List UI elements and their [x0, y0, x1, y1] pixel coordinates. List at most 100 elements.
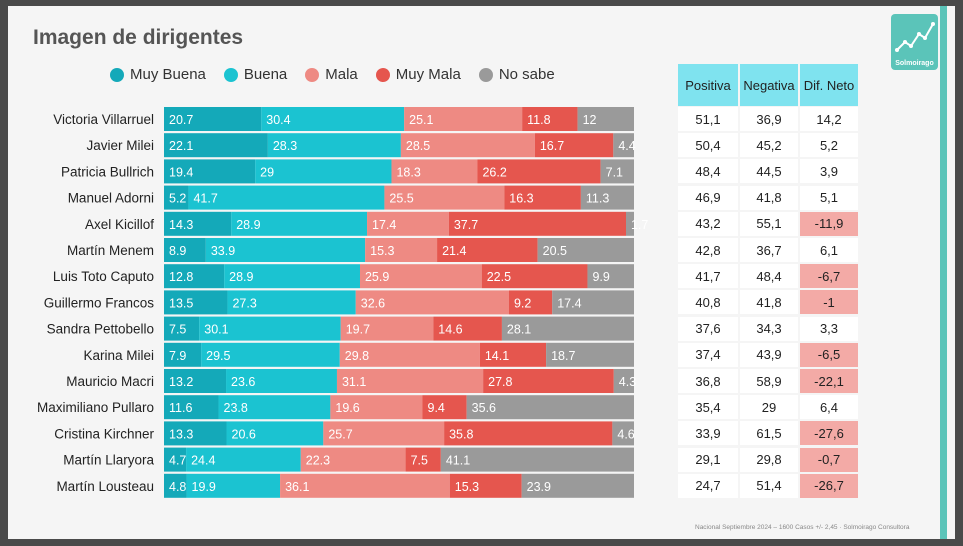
- bar-buena: [267, 133, 401, 158]
- data-label: 28.9: [229, 270, 253, 284]
- bar-no-sabe: [501, 316, 634, 341]
- data-label: 14.6: [438, 323, 462, 337]
- data-label: 18.7: [551, 349, 575, 363]
- bar-muy-mala: [449, 473, 522, 498]
- bar-mala: [355, 290, 509, 315]
- data-label: 12.8: [169, 270, 193, 284]
- data-label: 30.4: [266, 113, 290, 127]
- bar-buena: [226, 369, 337, 393]
- data-label: 28.5: [406, 139, 430, 153]
- category-label: Luis Toto Caputo: [53, 269, 154, 284]
- source-note: Nacional Septiembre 2024 – 1600 Casos +/…: [695, 524, 910, 531]
- bar-no-sabe: [580, 185, 634, 210]
- bar-mala: [323, 421, 445, 446]
- table-cell: 48,4: [678, 159, 738, 184]
- data-label: 37.7: [454, 218, 478, 232]
- bar-muy-buena: [164, 369, 227, 393]
- category-label: Martín Llaryora: [63, 453, 154, 468]
- bar-no-sabe: [552, 290, 634, 315]
- table-cell: 5,1: [800, 185, 858, 210]
- table-cell: 3,9: [800, 159, 858, 184]
- bar-muy-mala: [433, 316, 502, 341]
- bar-muy-buena: [164, 185, 189, 210]
- category-label: Guillermo Francos: [44, 295, 155, 310]
- table-cell: 29,1: [678, 447, 738, 472]
- data-label: 4.7: [169, 454, 186, 468]
- bar-buena: [205, 238, 366, 262]
- data-label: 22.3: [306, 454, 330, 468]
- table-cell: 51,4: [740, 473, 798, 498]
- table-cell: 44,5: [740, 159, 798, 184]
- bar-mala: [300, 447, 406, 472]
- bar-muy-mala: [534, 133, 614, 158]
- data-label: 11.6: [169, 401, 192, 415]
- table-header-negativa: Negativa: [740, 64, 798, 106]
- data-label: 14.3: [169, 218, 193, 232]
- data-label: 41.7: [193, 192, 217, 206]
- table-cell: 43,2: [678, 211, 738, 236]
- logo-text: Solmoirago: [895, 60, 934, 67]
- table-cell: 48,4: [740, 264, 798, 289]
- data-label: 28.3: [273, 139, 297, 153]
- table-cell: 51,1: [678, 107, 738, 131]
- bar-muy-buena: [164, 238, 206, 262]
- table-cell: 29,8: [740, 447, 798, 472]
- bar-buena: [255, 159, 392, 184]
- bar-mala: [384, 185, 505, 210]
- data-label: 5.2: [169, 192, 186, 206]
- table-cell: 45,2: [740, 133, 798, 158]
- data-label: 13.2: [169, 375, 193, 389]
- bar-buena: [186, 447, 301, 472]
- bar-muy-buena: [164, 107, 262, 131]
- legend: Muy Buena Buena Mala Muy Mala No sabe: [110, 66, 573, 83]
- data-label: 11.3: [586, 192, 609, 206]
- data-label: 14.1: [485, 349, 509, 363]
- category-label: Patricia Bullrich: [61, 164, 154, 179]
- data-label: 22.5: [487, 270, 511, 284]
- data-label: 27.8: [488, 375, 512, 389]
- bar-muy-buena: [164, 421, 227, 446]
- data-label: 23.6: [231, 375, 255, 389]
- data-label: 20.5: [543, 244, 567, 258]
- category-label: Victoria Villarruel: [53, 112, 154, 127]
- data-label: 19.4: [169, 165, 193, 179]
- category-label: Mauricio Macri: [66, 374, 154, 389]
- bar-mala: [400, 133, 535, 158]
- bar-muy-mala: [437, 238, 538, 262]
- bar-no-sabe: [587, 264, 634, 289]
- category-label: Sandra Pettobello: [47, 322, 154, 337]
- data-label: 35.8: [449, 427, 473, 441]
- bar-no-sabe: [613, 369, 634, 393]
- bar-mala: [280, 473, 450, 498]
- bar-buena: [218, 395, 331, 420]
- table-cell: -6,5: [800, 342, 858, 367]
- legend-item-no-sabe: No sabe: [478, 66, 555, 83]
- table-cell: 37,4: [678, 342, 738, 367]
- bar-mala: [336, 369, 484, 393]
- bar-muy-buena: [164, 447, 187, 472]
- data-label: 1.7: [631, 218, 648, 232]
- table-cell: 36,9: [740, 107, 798, 131]
- data-label: 21.4: [442, 244, 466, 258]
- category-label: Cristina Kirchner: [54, 426, 154, 441]
- bar-mala: [367, 211, 449, 236]
- table-cell: 5,2: [800, 133, 858, 158]
- data-label: 7.9: [169, 349, 186, 363]
- data-label: 7.5: [169, 323, 186, 337]
- table-cell: 50,4: [678, 133, 738, 158]
- right-accent-strip: [940, 6, 947, 539]
- bar-muy-buena: [164, 264, 225, 289]
- table-cell: -27,6: [800, 421, 858, 446]
- table-cell: 33,9: [678, 421, 738, 446]
- bar-muy-mala: [444, 421, 613, 446]
- data-label: 23.9: [527, 480, 551, 494]
- data-label: 36.1: [285, 480, 309, 494]
- bar-buena: [199, 316, 341, 341]
- bar-no-sabe: [600, 159, 634, 184]
- table-cell: -11,9: [800, 211, 858, 236]
- bar-no-sabe: [546, 342, 634, 367]
- data-label: 31.1: [342, 375, 366, 389]
- data-label: 16.7: [540, 139, 564, 153]
- table-header-dif-neto: Dif. Neto: [800, 64, 858, 106]
- data-label: 25.5: [389, 192, 413, 206]
